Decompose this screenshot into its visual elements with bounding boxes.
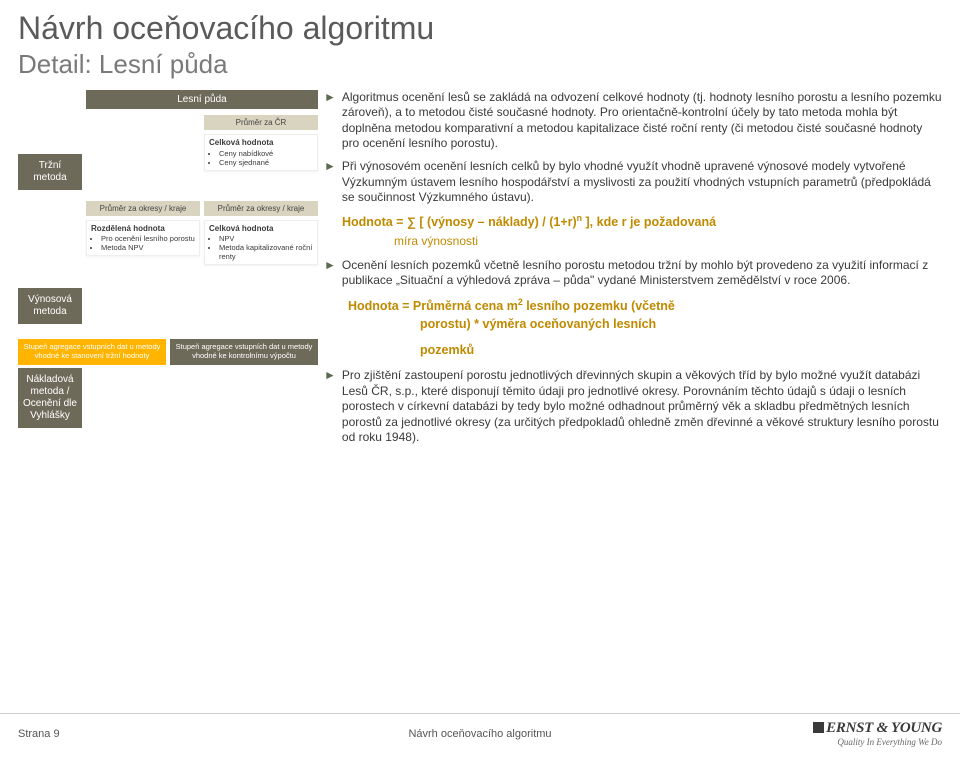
trzni-item-0: Ceny nabídkové [219, 149, 313, 158]
vynos-right-head: Průměr za okresy / kraje [204, 201, 318, 216]
diagram-foot-right: Stupeň agregace vstupních dat u metody v… [170, 339, 318, 364]
bullet-4: Pro zjištění zastoupení porostu jednotli… [342, 368, 942, 445]
footer-page-number: Strana 9 [18, 728, 60, 740]
method-label-trzni: Tržní metoda [18, 154, 82, 190]
bullet-2: Při výnosovém ocenění lesních celků by b… [342, 159, 942, 205]
vynos-right-item-1: Metoda kapitalizované roční renty [219, 243, 313, 261]
bullet-mark-icon: ► [324, 368, 336, 445]
page-title: Návrh oceňovacího algoritmu [18, 10, 942, 47]
vynos-left-item-0: Pro ocenění lesního porostu [101, 234, 195, 243]
formula-1: Hodnota = ∑ [ (výnosy – náklady) / (1+r)… [342, 213, 942, 230]
formula-2-line2: porostu) * výměra oceňovaných lesních [420, 316, 942, 332]
vynos-right-box: Celková hodnota NPV Metoda kapitalizovan… [204, 220, 318, 266]
text-panel: ► Algoritmus ocenění lesů se zakládá na … [324, 90, 942, 453]
vynos-left-title: Rozdělená hodnota [91, 224, 195, 234]
diagram-foot-left: Stupeň agregace vstupních dat u metody v… [18, 339, 166, 364]
trzni-box-title: Celková hodnota [209, 138, 313, 148]
footer-brand: ERNST & YOUNG Quality In Everything We D… [813, 720, 942, 747]
bullet-3: Ocenění lesních pozemků včetně lesního p… [342, 258, 942, 289]
trzni-head: Průměr za ČR [204, 115, 318, 130]
brand-tagline: Quality In Everything We Do [813, 737, 942, 747]
vynos-right-title: Celková hodnota [209, 224, 313, 234]
bullet-mark-icon: ► [324, 258, 336, 289]
slide-footer: Strana 9 Návrh oceňovacího algoritmu ERN… [0, 713, 960, 747]
vynos-right-item-0: NPV [219, 234, 313, 243]
diagram-panel: Tržní metoda Výnosová metoda Nákladová m… [18, 90, 318, 453]
formula-2-line3: pozemků [420, 342, 942, 358]
method-label-vynos: Výnosová metoda [18, 288, 82, 324]
trzni-box: Celková hodnota Ceny nabídkové Ceny sjed… [204, 134, 318, 171]
footer-center: Návrh oceňovacího algoritmu [408, 728, 551, 740]
page-subtitle: Detail: Lesní půda [18, 49, 942, 80]
diagram-top-header: Lesní půda [86, 90, 318, 109]
vynos-left-head: Průměr za okresy / kraje [86, 201, 200, 216]
brand-name: ERNST & YOUNG [826, 720, 942, 736]
bullet-mark-icon: ► [324, 159, 336, 205]
formula-1-line2: míra výnosnosti [394, 234, 942, 249]
bullet-1: Algoritmus ocenění lesů se zakládá na od… [342, 90, 942, 151]
vynos-left-box: Rozdělená hodnota Pro ocenění lesního po… [86, 220, 200, 257]
formula-2-line1: Hodnota = Průměrná cena m2 lesního pozem… [348, 297, 942, 314]
brand-square-icon [813, 722, 824, 733]
trzni-item-1: Ceny sjednané [219, 158, 313, 167]
method-label-naklad: Nákladová metoda / Ocenění dle Vyhlášky [18, 368, 82, 428]
bullet-mark-icon: ► [324, 90, 336, 151]
vynos-left-item-1: Metoda NPV [101, 243, 195, 252]
